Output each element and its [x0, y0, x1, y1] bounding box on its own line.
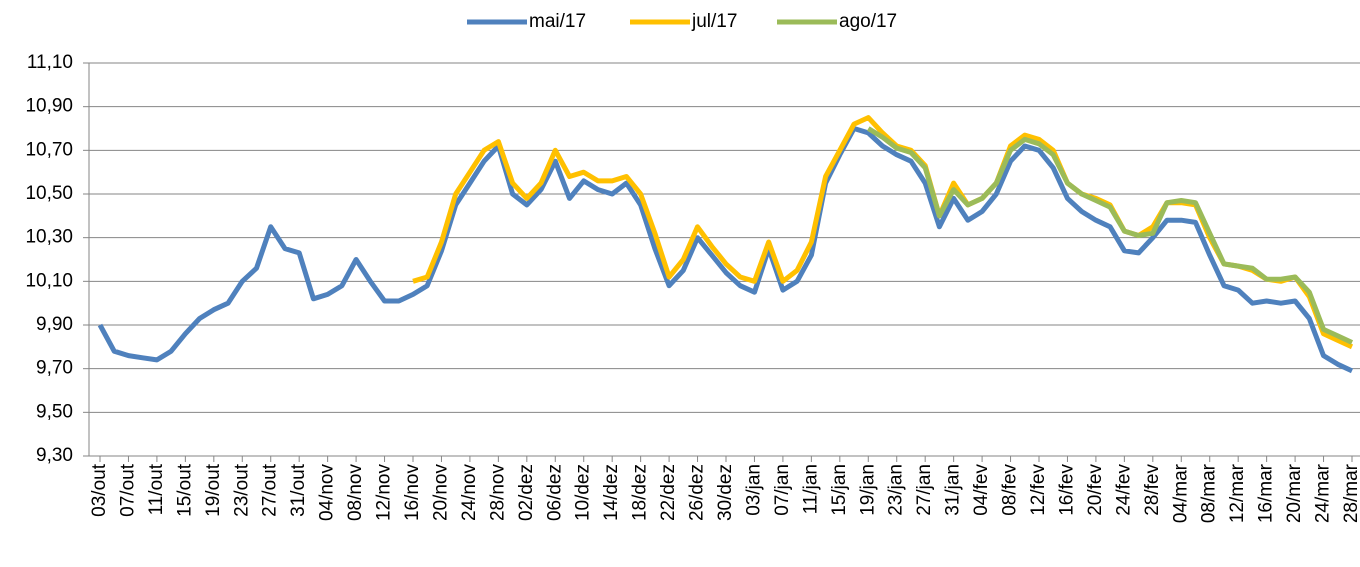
x-tick-label: 28/nov [487, 464, 508, 522]
y-tick-label: 10,50 [25, 183, 73, 204]
y-tick-label: 9,50 [36, 401, 73, 422]
x-tick-label: 20/nov [430, 464, 451, 522]
x-tick-label: 28/mar [1341, 463, 1360, 523]
series-line [97, 126, 1354, 374]
x-tick-label: 23/out [231, 463, 252, 517]
x-tick-label: 30/dez [715, 464, 736, 521]
y-tick-label: 10,10 [25, 270, 73, 291]
x-tick-label: 06/dez [544, 464, 565, 521]
x-tick-label: 24/nov [459, 464, 480, 522]
x-tick-label: 03/out [89, 463, 110, 517]
legend-item: jul/17 [630, 11, 737, 32]
x-tick-label: 12/nov [374, 464, 395, 522]
x-tick-label: 11/jan [800, 464, 821, 514]
x-tick-label: 12/fev [1028, 464, 1049, 516]
x-tick-label: 23/jan [886, 464, 907, 516]
x-tick-label: 26/dez [687, 464, 708, 521]
x-tick-label: 27/out [260, 463, 281, 517]
x-tick-label: 04/mar [1170, 463, 1191, 523]
y-tick-label: 10,30 [25, 227, 73, 248]
x-tick-label: 15/out [174, 463, 195, 517]
x-tick-label: 24/mar [1313, 463, 1334, 523]
y-tick-label: 9,70 [36, 358, 73, 379]
legend-label: jul/17 [691, 11, 737, 32]
legend-item: mai/17 [467, 11, 586, 32]
x-tick-label: 24/fev [1113, 464, 1134, 516]
y-tick-label: 9,30 [36, 445, 73, 466]
x-tick-label: 08/mar [1199, 463, 1220, 523]
x-tick-label: 04/nov [317, 464, 338, 522]
x-tick-label: 19/jan [857, 464, 878, 516]
x-tick-label: 16/nov [402, 464, 423, 522]
x-tick-label: 12/mar [1227, 463, 1248, 523]
x-tick-label: 04/fev [971, 464, 992, 516]
x-tick-label: 31/jan [943, 464, 964, 516]
x-tick-label: 07/out [117, 463, 138, 517]
y-tick-label: 9,90 [36, 314, 73, 335]
x-tick-label: 08/nov [345, 464, 366, 522]
legend-item: ago/17 [777, 11, 897, 32]
legend-label: ago/17 [839, 11, 897, 32]
x-tick-label: 19/out [203, 463, 224, 517]
x-tick-label: 20/mar [1284, 463, 1305, 523]
x-tick-label: 27/jan [914, 464, 935, 516]
legend-label: mai/17 [529, 11, 586, 32]
x-tick-label: 07/jan [772, 464, 793, 516]
x-tick-label: 08/fev [1000, 464, 1021, 516]
x-tick-label: 02/dez [516, 464, 537, 521]
series-line [866, 126, 1354, 345]
x-tick-label: 31/out [288, 463, 309, 517]
y-tick-label: 10,70 [25, 139, 73, 160]
x-tick-label: 10/dez [573, 464, 594, 521]
x-tick-label: 20/fev [1085, 464, 1106, 516]
x-tick-label: 16/fev [1056, 464, 1077, 516]
y-tick-label: 10,90 [25, 96, 73, 117]
x-tick-label: 03/jan [743, 464, 764, 516]
x-tick-label: 18/dez [630, 464, 651, 521]
x-tick-label: 16/mar [1256, 463, 1277, 523]
x-tick-label: 22/dez [658, 464, 679, 521]
x-tick-label: 15/jan [829, 464, 850, 516]
y-tick-label: 11,10 [27, 52, 73, 73]
x-tick-label: 28/fev [1142, 464, 1163, 516]
x-tick-label: 14/dez [601, 464, 622, 521]
x-tick-label: 11/out [146, 463, 167, 515]
